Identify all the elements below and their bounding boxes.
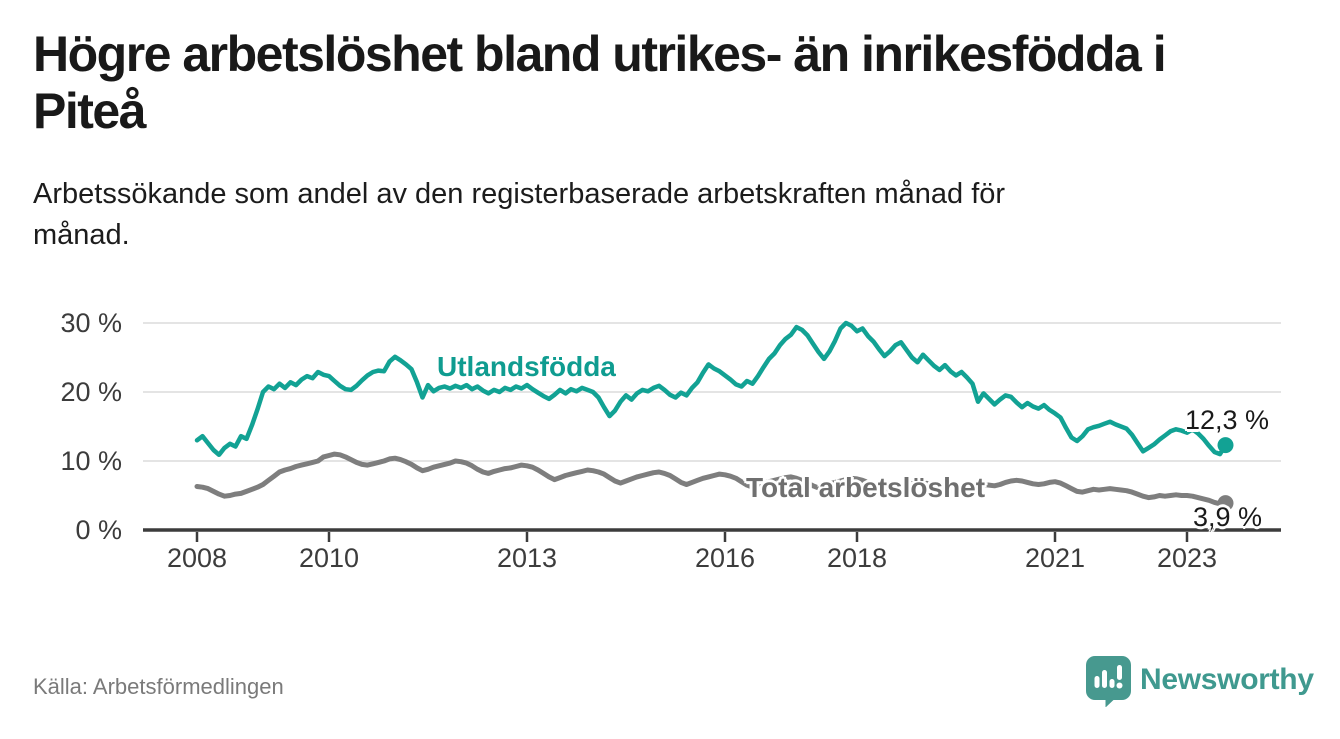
y-tick-label: 20 % bbox=[60, 377, 122, 407]
chart-subtitle: Arbetssökande som andel av den registerb… bbox=[33, 174, 1293, 256]
series-label-utlandsfodda: Utlandsfödda bbox=[437, 351, 616, 382]
x-tick-label: 2016 bbox=[694, 543, 756, 573]
newsworthy-wordmark: Newsworthy bbox=[1140, 663, 1314, 696]
newsworthy-logo: Newsworthy bbox=[1085, 655, 1314, 708]
x-tick-label: 2013 bbox=[496, 543, 558, 573]
series-end-dot-0 bbox=[1217, 437, 1234, 454]
end-value-label-utlandsfodda: 12,3 % bbox=[1185, 405, 1270, 435]
end-value-label-total: 3,9 % bbox=[1193, 502, 1263, 532]
page-title-line-2: Piteå bbox=[33, 83, 147, 139]
newsworthy-chart-bubble-icon bbox=[1086, 656, 1131, 708]
series-end-dot-1 bbox=[1217, 495, 1234, 512]
page-title: Högre arbetslöshet bland utrikes- än inr… bbox=[33, 26, 1313, 140]
series-line-0 bbox=[194, 320, 1228, 458]
y-tick-label: 0 % bbox=[75, 515, 122, 545]
x-tick-label: 2023 bbox=[1156, 543, 1218, 573]
y-tick-label: 10 % bbox=[60, 446, 122, 476]
chart-subtitle-line-2: månad. bbox=[33, 219, 130, 251]
chart-subtitle-line-1: Arbetssökande som andel av den registerb… bbox=[33, 178, 1006, 210]
y-tick-label: 30 % bbox=[60, 308, 122, 338]
x-tick-label: 2010 bbox=[298, 543, 360, 573]
series-line-1 bbox=[194, 451, 1228, 507]
series-label-total-arbetsloshet: Total arbetslöshet bbox=[746, 472, 986, 503]
source-note: Källa: Arbetsförmedlingen bbox=[33, 674, 284, 699]
x-tick-label: 2018 bbox=[826, 543, 888, 573]
x-tick-label: 2021 bbox=[1024, 543, 1086, 573]
page-title-line-1: Högre arbetslöshet bland utrikes- än inr… bbox=[33, 26, 1167, 82]
x-tick-label: 2008 bbox=[166, 543, 228, 573]
